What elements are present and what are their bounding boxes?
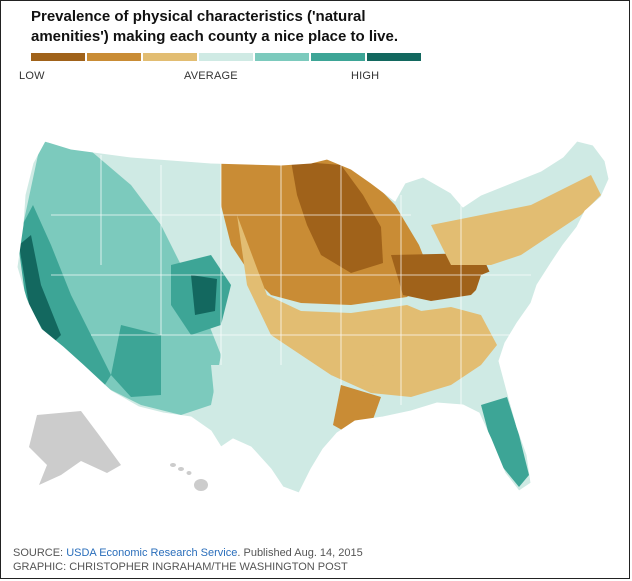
title-line-1: Prevalence of physical characteristics (… xyxy=(31,8,366,25)
region-appalachia-average xyxy=(471,255,541,325)
legend-swatch-3 xyxy=(143,53,197,61)
source-line: SOURCE: USDA Economic Research Service. … xyxy=(13,546,363,560)
region-colorado-rockies-highest xyxy=(191,275,217,315)
footer: SOURCE: USDA Economic Research Service. … xyxy=(13,546,363,574)
color-legend xyxy=(31,53,421,61)
legend-high-label: HIGH xyxy=(351,70,380,82)
legend-swatch-6 xyxy=(311,53,365,61)
legend-swatch-5 xyxy=(255,53,309,61)
us-county-map xyxy=(16,140,610,494)
legend-low-label: LOW xyxy=(19,70,45,82)
legend-swatch-7 xyxy=(367,53,421,61)
region-pacific-coast-higher xyxy=(17,205,111,391)
legend-average-label: AVERAGE xyxy=(184,70,238,82)
region-arizona-high xyxy=(111,325,161,397)
region-plains-avg-low xyxy=(237,215,431,385)
legend-swatch-4 xyxy=(199,53,253,61)
alaska-shape xyxy=(29,411,121,485)
legend-swatch-1 xyxy=(31,53,85,61)
region-florida-high xyxy=(481,397,529,487)
region-dakotas-minnesota-lowest xyxy=(291,161,383,273)
source-suffix: . Published Aug. 14, 2015 xyxy=(237,547,363,559)
chart-title: Prevalence of physical characteristics (… xyxy=(31,7,551,47)
hawaii-shape xyxy=(170,463,208,491)
source-prefix: SOURCE: xyxy=(13,547,67,559)
region-northeast-avg-low xyxy=(431,175,601,265)
graphic-credit: GRAPHIC: CHRISTOPHER INGRAHAM/THE WASHIN… xyxy=(13,561,348,573)
region-california-coast-highest xyxy=(19,235,61,345)
title-line-2: amenities') making each county a nice pl… xyxy=(31,28,399,45)
state-borders xyxy=(51,155,531,405)
legend-swatch-2 xyxy=(87,53,141,61)
region-texas-average xyxy=(211,365,321,475)
region-south-avg-low xyxy=(331,307,497,397)
map-regions xyxy=(17,141,601,487)
source-link[interactable]: USDA Economic Research Service xyxy=(66,547,238,559)
